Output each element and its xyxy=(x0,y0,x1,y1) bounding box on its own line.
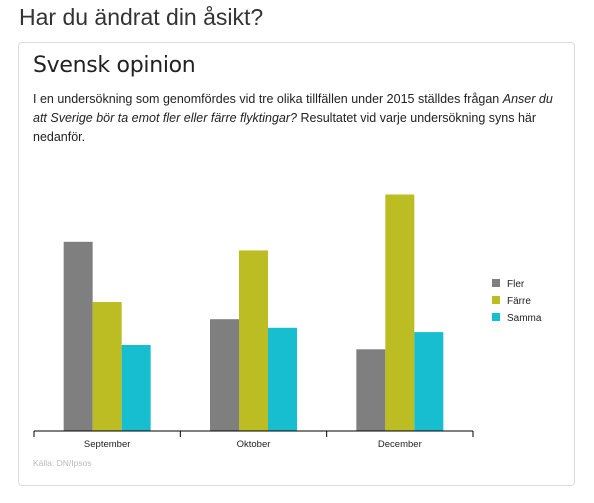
legend-swatch-färre xyxy=(492,296,500,304)
bar-samma-september xyxy=(121,345,151,431)
x-tick-label: December xyxy=(378,439,422,450)
legend-label-samma: Samma xyxy=(507,313,542,324)
legend-swatch-fler xyxy=(492,279,500,287)
description-question: Anser du att Sverige bör ta emot fler el… xyxy=(33,92,553,125)
bar-fler-oktober xyxy=(210,319,239,431)
bar-färre-september xyxy=(92,302,122,431)
bar-färre-december xyxy=(385,194,415,431)
x-tick-label: Oktober xyxy=(237,439,271,450)
bar-chart: September Oktober December Fler Färre Samma xyxy=(33,194,542,450)
card-title: Svensk opinion xyxy=(33,53,196,78)
bar-fler-december xyxy=(356,349,386,431)
bar-fler-september xyxy=(63,241,93,431)
source-label: Källa: DN/Ipsos xyxy=(33,458,92,468)
legend-label-fler: Fler xyxy=(507,279,525,290)
chart-card: Svensk opinion I en undersökning som gen… xyxy=(18,42,575,486)
bar-samma-oktober xyxy=(268,327,297,431)
legend-label-färre: Färre xyxy=(507,296,531,307)
bar-samma-december xyxy=(414,332,444,431)
description-text-before: I en undersökning som genomfördes vid tr… xyxy=(33,92,503,106)
description-text-after: Resultatet vid varje undersökning syns h… xyxy=(33,111,537,144)
bar-färre-oktober xyxy=(239,250,268,431)
legend-swatch-samma xyxy=(492,313,500,321)
card-description: I en undersökning som genomfördes vid tr… xyxy=(33,90,567,147)
x-tick-label: September xyxy=(84,439,130,450)
page-heading: Har du ändrat din åsikt? xyxy=(19,4,264,30)
